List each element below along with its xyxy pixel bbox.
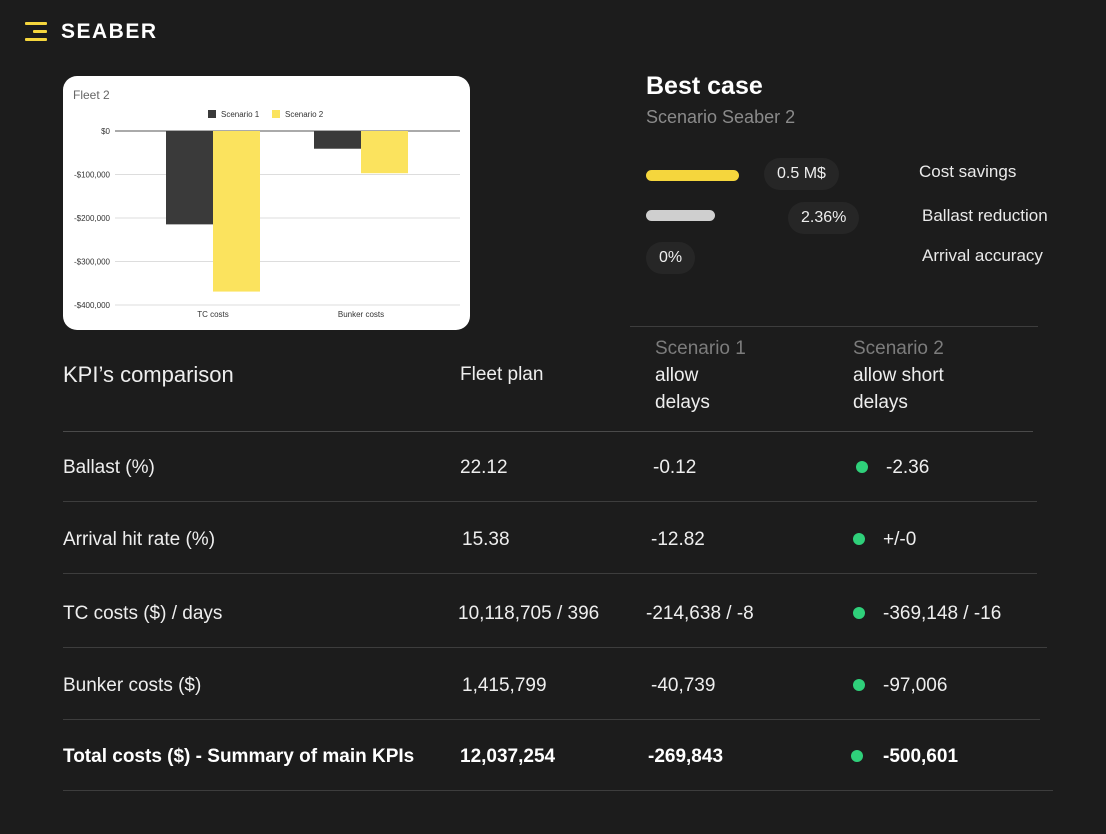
arrival-accuracy-value: 0% xyxy=(646,242,696,274)
cell-arrival-fleet: 15.38 xyxy=(462,529,510,550)
row-label-bunker-costs: Bunker costs ($) xyxy=(63,675,202,696)
divider xyxy=(630,326,1038,327)
cell-total-s2: -500,601 xyxy=(883,746,959,767)
row-label-tc-costs: TC costs ($) / days xyxy=(63,603,223,624)
scenario-2-name: Scenario 2 xyxy=(853,338,944,359)
cell-bunker-fleet: 1,415,799 xyxy=(462,675,547,696)
cell-tc-s2: -369,148 / -16 xyxy=(883,603,1002,624)
seaber-logo-icon xyxy=(25,20,49,44)
best-case-panel: Best case Scenario Seaber 2 xyxy=(646,72,795,128)
y-tick-label: -$100,000 xyxy=(74,171,111,180)
kpi-table-title: KPI’s comparison xyxy=(63,362,234,387)
fleet-chart-card: Fleet 2 $0 -$100,000 -$200,000 -$300,000 -$40… xyxy=(63,76,470,330)
cell-bunker-s1: -40,739 xyxy=(651,675,716,696)
bar-bunker-costs-series-1 xyxy=(314,131,361,149)
legend-label: Scenario 1 xyxy=(221,110,260,119)
cell-ballast-fleet: 22.12 xyxy=(460,457,508,478)
divider xyxy=(63,719,1040,720)
row-label-ballast: Ballast (%) xyxy=(63,457,155,478)
legend-label: Scenario 2 xyxy=(285,110,324,119)
y-tick-label: -$400,000 xyxy=(74,301,111,310)
divider xyxy=(63,573,1037,574)
x-tick-label: Bunker costs xyxy=(338,310,384,319)
cell-ballast-s1: -0.12 xyxy=(653,457,697,478)
legend-swatch xyxy=(208,110,216,118)
x-tick-label: TC costs xyxy=(197,310,229,319)
best-case-subtitle: Scenario Seaber 2 xyxy=(646,107,796,127)
scenario-1-name: Scenario 1 xyxy=(655,338,746,359)
y-tick-label: $0 xyxy=(101,127,110,136)
arrival-accuracy-label: Arrival accuracy xyxy=(922,246,1043,265)
y-tick-label: -$200,000 xyxy=(74,214,111,223)
divider xyxy=(63,647,1047,648)
brand-name: SEABER xyxy=(61,20,158,43)
ballast-reduction-bar xyxy=(646,210,715,221)
seaber-logo[interactable]: SEABER xyxy=(25,20,158,44)
cell-ballast-s2: -2.36 xyxy=(886,457,930,478)
bar-bunker-costs-series-2 xyxy=(361,131,408,174)
cell-tc-fleet: 10,118,705 / 396 xyxy=(458,603,600,624)
scenario-2-desc-line1: allow short xyxy=(853,365,944,386)
legend-swatch xyxy=(272,110,280,118)
status-dot xyxy=(853,533,865,545)
chart-title: Fleet 2 xyxy=(73,88,110,102)
bar-tc-costs-series-2 xyxy=(213,131,260,292)
cell-total-s1: -269,843 xyxy=(648,746,724,767)
col-header-scenario-2: Scenario 2 allow short delays xyxy=(853,335,944,416)
scenario-2-desc-line2: delays xyxy=(853,392,908,413)
fleet-bar-chart: Fleet 2 $0 -$100,000 -$200,000 -$300,000 -$40… xyxy=(73,88,460,319)
cell-arrival-s2: +/-0 xyxy=(883,529,917,550)
best-case-title: Best case xyxy=(646,72,763,100)
status-dot xyxy=(856,461,868,473)
bar-tc-costs-series-1 xyxy=(166,131,213,225)
col-header-scenario-1: Scenario 1 allow delays xyxy=(655,335,746,416)
y-tick-label: -$300,000 xyxy=(74,258,111,267)
divider xyxy=(63,431,1033,432)
status-dot xyxy=(853,679,865,691)
scenario-1-desc-line1: allow xyxy=(655,365,699,386)
ballast-reduction-value: 2.36% xyxy=(788,202,860,234)
cell-tc-s1: -214,638 / -8 xyxy=(646,603,754,624)
cost-savings-value: 0.5 M$ xyxy=(764,158,839,190)
status-dot xyxy=(851,750,863,762)
cost-savings-label: Cost savings xyxy=(919,162,1017,181)
cell-bunker-s2: -97,006 xyxy=(883,675,948,696)
cell-total-fleet: 12,037,254 xyxy=(460,746,556,767)
scenario-1-desc-line2: delays xyxy=(655,392,710,413)
row-label-total-costs: Total costs ($) - Summary of main KPIs xyxy=(63,746,415,767)
divider xyxy=(63,790,1053,791)
ballast-reduction-label: Ballast reduction xyxy=(922,206,1048,225)
cost-savings-bar xyxy=(646,170,739,181)
col-header-fleet-plan: Fleet plan xyxy=(460,364,544,385)
cell-arrival-s1: -12.82 xyxy=(651,529,705,550)
row-label-arrival-hit-rate: Arrival hit rate (%) xyxy=(63,529,216,550)
status-dot xyxy=(853,607,865,619)
divider xyxy=(63,501,1037,502)
